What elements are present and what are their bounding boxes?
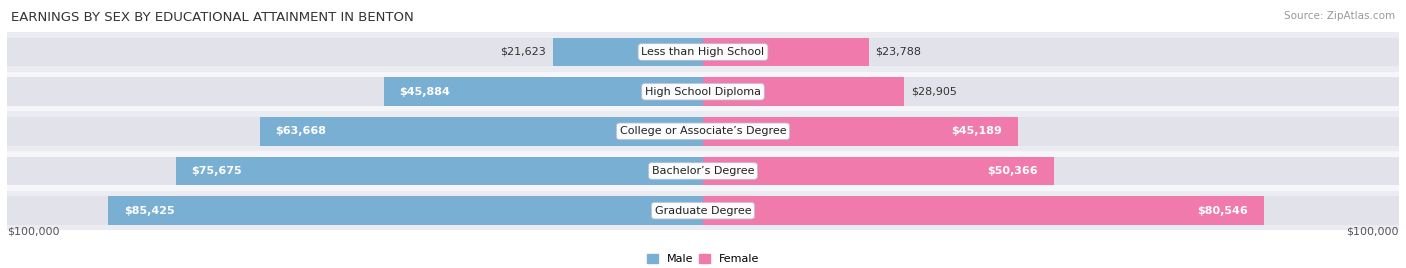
Bar [7,191,1399,230]
Bar [384,77,703,106]
Text: $75,675: $75,675 [191,166,242,176]
Bar [7,117,703,146]
Text: $80,546: $80,546 [1198,206,1249,216]
Bar [7,77,703,106]
Bar [703,196,1399,225]
Text: EARNINGS BY SEX BY EDUCATIONAL ATTAINMENT IN BENTON: EARNINGS BY SEX BY EDUCATIONAL ATTAINMEN… [11,11,413,24]
Bar [7,72,1399,111]
Bar [7,32,1399,72]
Text: $45,884: $45,884 [399,87,450,97]
Bar [7,151,1399,191]
Bar [703,157,1053,185]
Bar [176,157,703,185]
Bar [703,38,869,66]
Bar [7,196,703,225]
Text: High School Diploma: High School Diploma [645,87,761,97]
Text: Bachelor’s Degree: Bachelor’s Degree [652,166,754,176]
Text: Graduate Degree: Graduate Degree [655,206,751,216]
Text: Source: ZipAtlas.com: Source: ZipAtlas.com [1284,11,1395,21]
Text: Less than High School: Less than High School [641,47,765,57]
Text: $100,000: $100,000 [1347,226,1399,236]
Bar [703,117,1018,146]
Bar [7,111,1399,151]
Bar [703,77,904,106]
Text: $45,189: $45,189 [952,126,1002,136]
Bar [703,77,1399,106]
Bar [7,38,703,66]
Text: $85,425: $85,425 [124,206,174,216]
Bar [108,196,703,225]
Text: $50,366: $50,366 [987,166,1038,176]
Legend: Male, Female: Male, Female [643,250,763,268]
Bar [7,157,703,185]
Bar [703,117,1399,146]
Text: $100,000: $100,000 [7,226,59,236]
Text: $23,788: $23,788 [876,47,921,57]
Bar [703,196,1264,225]
Text: $21,623: $21,623 [499,47,546,57]
Text: $63,668: $63,668 [276,126,326,136]
Bar [553,38,703,66]
Bar [703,38,1399,66]
Text: $28,905: $28,905 [911,87,957,97]
Text: College or Associate’s Degree: College or Associate’s Degree [620,126,786,136]
Bar [703,157,1399,185]
Bar [260,117,703,146]
